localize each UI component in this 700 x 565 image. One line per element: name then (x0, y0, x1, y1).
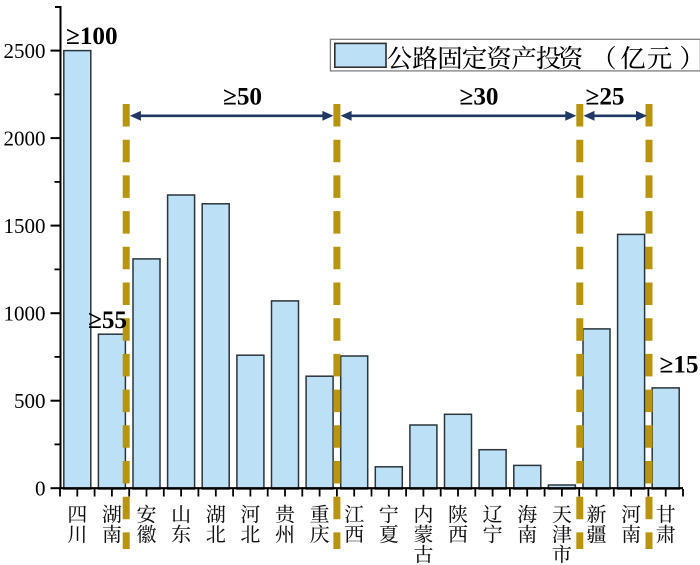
svg-text:≥25: ≥25 (586, 83, 625, 110)
svg-text:2500: 2500 (4, 39, 46, 63)
svg-text:0: 0 (35, 477, 46, 501)
svg-text:500: 500 (14, 389, 46, 413)
svg-text:2000: 2000 (4, 126, 46, 150)
svg-text:≥100: ≥100 (66, 23, 118, 50)
svg-text:≥55: ≥55 (88, 307, 127, 334)
svg-text:≥30: ≥30 (460, 83, 499, 110)
svg-text:1000: 1000 (4, 302, 46, 326)
svg-text:≥50: ≥50 (223, 83, 262, 110)
svg-text:≥15: ≥15 (660, 351, 699, 378)
svg-text:1500: 1500 (4, 214, 46, 238)
